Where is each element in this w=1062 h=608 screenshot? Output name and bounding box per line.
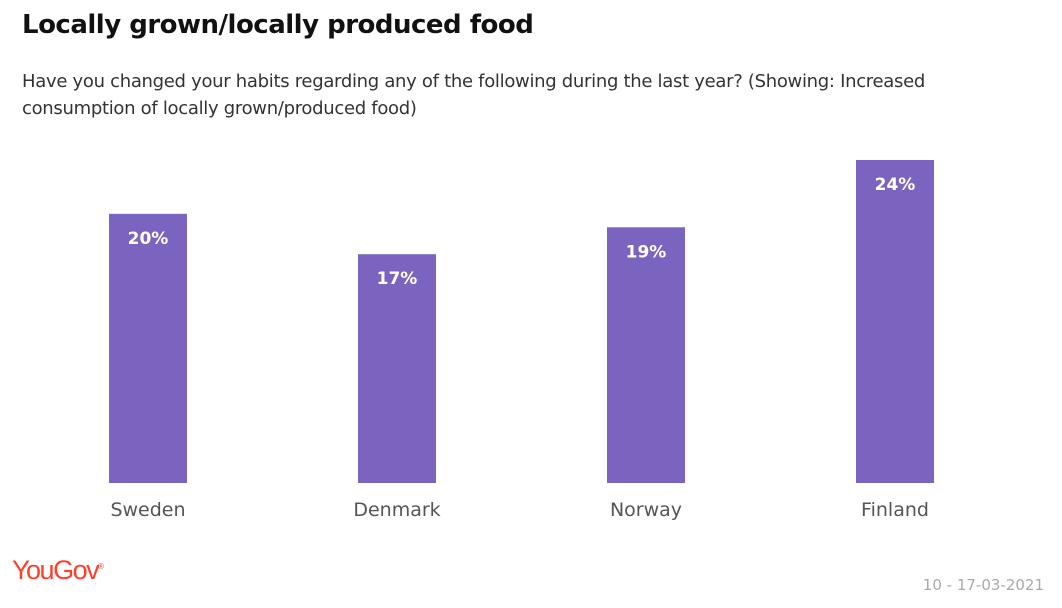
bar-sweden bbox=[109, 213, 187, 484]
yougov-logo: YouGov® bbox=[12, 555, 104, 585]
chart-title: Locally grown/locally produced food bbox=[22, 10, 534, 40]
bar-norway bbox=[607, 227, 685, 483]
bar-denmark bbox=[358, 254, 436, 483]
data-label: 17% bbox=[377, 269, 418, 289]
chart-subtitle: Have you changed your habits regarding a… bbox=[22, 71, 925, 119]
bar-finland bbox=[856, 160, 934, 483]
category-label: Denmark bbox=[353, 499, 440, 521]
category-label: Norway bbox=[610, 499, 682, 521]
category-label: Sweden bbox=[110, 499, 185, 521]
data-label: 24% bbox=[875, 175, 916, 195]
date-label: 10 - 17-03-2021 bbox=[922, 576, 1044, 594]
data-label: 20% bbox=[128, 229, 169, 249]
category-label: Finland bbox=[861, 499, 929, 521]
data-label: 19% bbox=[626, 242, 667, 262]
